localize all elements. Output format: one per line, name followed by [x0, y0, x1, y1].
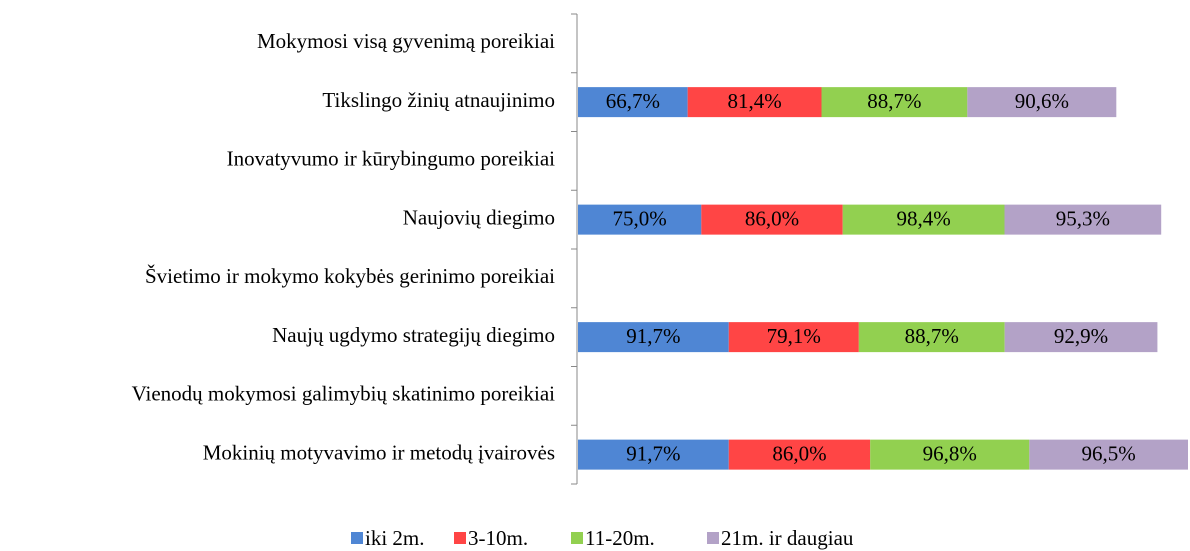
category-label: Tikslingo žinių atnaujinimo	[322, 88, 555, 112]
bar-segment	[842, 204, 1005, 235]
legend-label: 21m. ir daugiau	[721, 526, 854, 550]
bar-segment	[1004, 204, 1162, 235]
value-label: 95,3%	[1056, 206, 1110, 230]
bar-segment	[578, 87, 688, 118]
value-label: 86,0%	[745, 206, 799, 230]
value-label: 75,0%	[613, 206, 667, 230]
value-label: 86,0%	[772, 441, 826, 465]
bar-segment	[578, 322, 729, 353]
value-label: 91,7%	[626, 324, 680, 348]
category-label: Švietimo ir mokymo kokybės gerinimo pore…	[145, 264, 555, 288]
value-label: 88,7%	[905, 324, 959, 348]
bar-segment	[1004, 322, 1158, 353]
bar-segment	[858, 322, 1005, 353]
bar-segment	[1029, 439, 1188, 470]
bar-segment	[728, 439, 871, 470]
bar-segment	[701, 204, 843, 235]
bar-segment	[578, 439, 729, 470]
legend-label: 3-10m.	[468, 526, 528, 550]
bar-segment	[687, 87, 822, 118]
bar-segment	[821, 87, 968, 118]
category-label: Inovatyvumo ir kūrybingumo poreikiai	[227, 147, 556, 171]
bar-segment	[870, 439, 1030, 470]
category-label: Vienodų mokymosi galimybių skatinimo por…	[132, 382, 556, 406]
category-label: Mokinių motyvavimo ir metodų įvairovės	[203, 440, 555, 464]
value-label: 91,7%	[626, 441, 680, 465]
legend-label: iki 2m.	[365, 526, 425, 550]
bar-segment	[578, 204, 702, 235]
value-label: 96,8%	[923, 441, 977, 465]
value-label: 98,4%	[896, 206, 950, 230]
legend-label: 11-20m.	[585, 526, 655, 550]
legend-swatch	[571, 532, 583, 544]
value-label: 66,7%	[606, 89, 660, 113]
category-label: Naujų ugdymo strategijų diegimo	[272, 323, 555, 347]
bar-segment	[967, 87, 1117, 118]
bar-segment	[728, 322, 859, 353]
value-label: 79,1%	[767, 324, 821, 348]
value-label: 81,4%	[727, 89, 781, 113]
value-label: 90,6%	[1015, 89, 1069, 113]
value-label: 88,7%	[867, 89, 921, 113]
value-label: 92,9%	[1054, 324, 1108, 348]
legend-swatch	[351, 532, 363, 544]
legend-swatch	[454, 532, 466, 544]
category-label: Mokymosi visą gyvenimą poreikiai	[257, 29, 555, 53]
legend-swatch	[707, 532, 719, 544]
category-label: Naujovių diegimo	[403, 205, 555, 229]
value-label: 96,5%	[1082, 441, 1136, 465]
